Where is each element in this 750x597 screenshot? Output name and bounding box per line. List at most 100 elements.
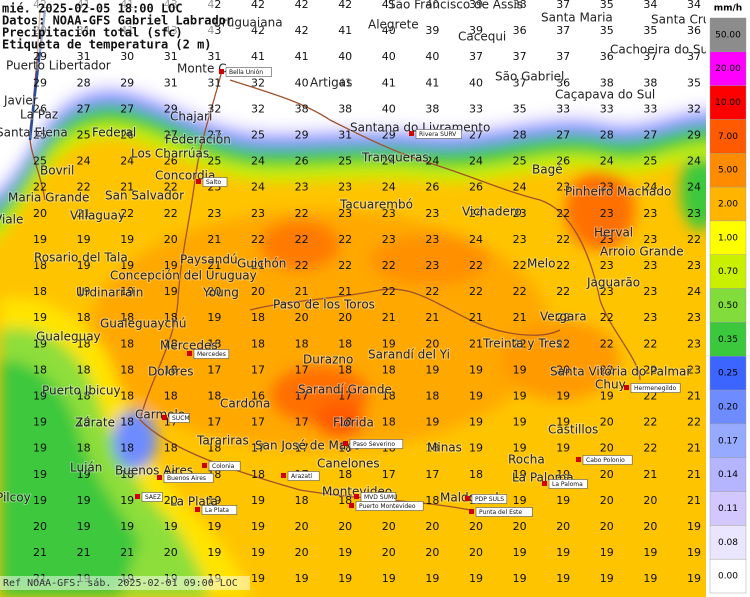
temperature-label: 23 <box>600 233 614 246</box>
temperature-label: 39 <box>425 24 439 37</box>
temperature-label: 18 <box>120 416 134 429</box>
temperature-label: 21 <box>425 311 439 324</box>
temperature-label: 21 <box>295 285 309 298</box>
place-name: Urdinarrain <box>76 286 143 300</box>
place-name: Caçapava do Sul <box>555 88 655 102</box>
temperature-label: 27 <box>469 129 483 142</box>
temperature-label: 37 <box>556 0 570 11</box>
legend-swatch <box>709 423 747 458</box>
temperature-label: 19 <box>556 390 570 403</box>
temperature-label: 40 <box>382 50 396 63</box>
legend-label: 0.20 <box>718 402 738 412</box>
temperature-label: 19 <box>164 285 178 298</box>
temperature-label: 40 <box>425 0 439 11</box>
place-name: Santa Cruz <box>651 13 717 27</box>
temperature-label: 22 <box>120 207 134 220</box>
temperature-label: 18 <box>251 337 265 350</box>
place-name: Santa Vitória do Palmar <box>550 365 691 379</box>
temperature-label: 17 <box>251 363 265 376</box>
temperature-label: 18 <box>164 311 178 324</box>
temperature-label: 22 <box>338 233 352 246</box>
place-name: Paso de los Toros <box>273 298 375 312</box>
place-name: Dolores <box>148 365 194 379</box>
temperature-label: 40 <box>295 76 309 89</box>
temperature-label: 29 <box>33 76 47 89</box>
temperature-label: 22 <box>382 259 396 272</box>
temperature-label: 42 <box>251 0 265 11</box>
temperature-label: 19 <box>600 546 614 559</box>
temperature-label: 38 <box>295 102 309 115</box>
temperature-label: 25 <box>77 129 91 142</box>
temperature-label: 19 <box>77 416 91 429</box>
temperature-label: 24 <box>251 155 265 168</box>
temperature-label: 20 <box>469 520 483 533</box>
legend-label: 0.25 <box>718 369 738 379</box>
legend-label: 5.00 <box>718 166 738 176</box>
station-marker <box>542 481 547 486</box>
temperature-label: 18 <box>338 416 352 429</box>
temperature-label: 21 <box>687 468 701 481</box>
temperature-label: 27 <box>556 129 570 142</box>
temperature-label: 24 <box>469 233 483 246</box>
temperature-label: 18 <box>164 442 178 455</box>
temperature-label: 31 <box>164 76 178 89</box>
station-marker <box>624 385 629 390</box>
temperature-label: 19 <box>556 546 570 559</box>
temperature-label: 31 <box>77 50 91 63</box>
station-label: Mercedes <box>197 351 226 358</box>
temperature-label: 31 <box>207 50 221 63</box>
place-name: Vergara <box>540 310 587 324</box>
temperature-label: 42 <box>338 0 352 11</box>
station-box <box>225 67 272 77</box>
station-box <box>208 461 241 471</box>
place-name: Cacequi <box>458 30 506 44</box>
temperature-label: 23 <box>600 259 614 272</box>
legend-label: 0.50 <box>718 301 738 311</box>
temperature-label: 38 <box>643 76 657 89</box>
station-box <box>193 349 230 359</box>
legend-swatch <box>709 17 747 53</box>
legend-label: 0.08 <box>718 538 738 548</box>
station-box <box>548 479 588 489</box>
station-marker <box>157 475 162 480</box>
place-name: Cachoeira do Sul <box>610 43 711 57</box>
legend-label: 10.00 <box>715 98 741 108</box>
temperature-label: 37 <box>513 76 527 89</box>
place-name: San Salvador <box>105 189 184 203</box>
place-name: Maria Grande <box>8 191 89 205</box>
temperature-label: 19 <box>295 572 309 585</box>
station-box <box>168 413 190 423</box>
temperature-label: 32 <box>687 102 701 115</box>
station-marker <box>409 131 414 136</box>
temperature-label: 20 <box>425 337 439 350</box>
station-label: Salto <box>206 179 222 186</box>
temperature-label: 17 <box>251 442 265 455</box>
temperature-label: 20 <box>295 520 309 533</box>
place-name: Sarandí del Yi <box>368 348 450 362</box>
temperature-label: 35 <box>600 0 614 11</box>
temperature-label: 39 <box>469 0 483 11</box>
temperature-label: 22 <box>556 311 570 324</box>
temperature-label: 22 <box>469 259 483 272</box>
temperature-label: 23 <box>513 207 527 220</box>
temperature-label: 22 <box>164 207 178 220</box>
temperature-label: 23 <box>251 207 265 220</box>
place-name: Cardona <box>220 397 270 411</box>
place-name: Pilcoy <box>0 491 31 505</box>
place-name: Santa Maria <box>541 11 613 25</box>
place-name: Santa Elena <box>0 126 68 140</box>
station-marker <box>135 494 140 499</box>
temperature-label: 32 <box>251 102 265 115</box>
temperature-label: 31 <box>164 50 178 63</box>
temperature-label: 27 <box>207 129 221 142</box>
temperature-label: 38 <box>338 102 352 115</box>
temperature-label: 24 <box>382 155 396 168</box>
temperature-label: 24 <box>425 155 439 168</box>
temperature-label: 23 <box>425 233 439 246</box>
station-marker <box>202 463 207 468</box>
temperature-label: 41 <box>338 24 352 37</box>
station-marker <box>162 415 167 420</box>
temperature-label: 20 <box>600 416 614 429</box>
temperature-label: 26 <box>120 129 134 142</box>
